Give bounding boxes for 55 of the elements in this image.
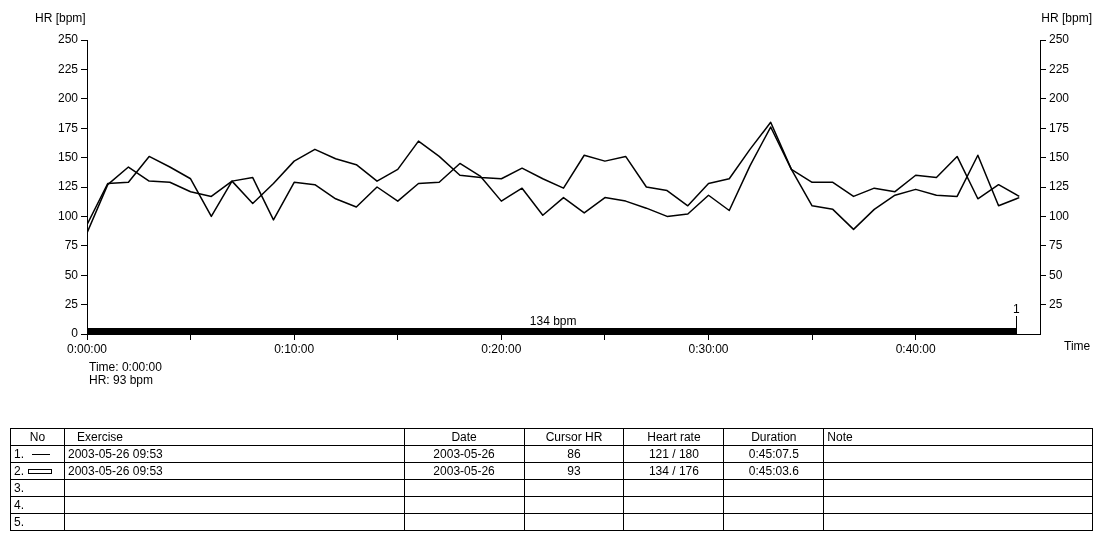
y-tick-label: 125 <box>57 179 79 194</box>
y-tick-label: 25 <box>64 296 79 311</box>
x-tick-label: 0:20:00 <box>481 341 522 356</box>
y-tick-label: 75 <box>64 238 79 253</box>
y2-axis-title: HR [bpm] <box>1041 11 1092 25</box>
y2-tick-label: 250 <box>1049 32 1070 47</box>
text: 0:45:07.5 <box>748 446 799 461</box>
y2-tick-label: 175 <box>1049 120 1070 135</box>
y-tick-label: 225 <box>57 61 79 76</box>
text: Heart rate <box>623 428 724 446</box>
text: 93 <box>567 463 581 478</box>
text: Cursor HR <box>524 428 624 446</box>
x-tick-label: 0:30:00 <box>688 341 729 356</box>
text: 4. <box>14 497 25 512</box>
y-tick-label: 100 <box>57 208 79 223</box>
text: 2003-05-26 <box>433 446 495 461</box>
text: 5. <box>14 514 25 529</box>
y-tick-label: 175 <box>57 120 79 135</box>
y-tick-label: 50 <box>64 267 79 282</box>
text: HR: 93 bpm <box>89 373 154 387</box>
y-tick-label: 0 <box>71 326 79 341</box>
text: 3. <box>14 480 25 495</box>
y2-tick-label: 150 <box>1049 149 1070 164</box>
text: 134 / 176 <box>648 463 699 478</box>
text: 121 / 180 <box>648 446 699 461</box>
y-tick-label: 200 <box>57 91 79 106</box>
x-tick-label: 0:00:00 <box>66 341 108 356</box>
x-axis-title: Time <box>1064 339 1091 353</box>
y2-tick-label: 125 <box>1049 179 1070 194</box>
text: 0:45:03.6 <box>748 463 799 478</box>
x-tick-label: 0:40:00 <box>895 341 937 356</box>
y-tick-label: 250 <box>57 32 79 47</box>
text: 1. <box>14 446 25 461</box>
y2-tick-label: 200 <box>1049 91 1070 106</box>
text: Note <box>823 428 1093 446</box>
text: 2. <box>14 463 25 478</box>
y2-tick-label: 225 <box>1049 61 1070 76</box>
y2-tick-label: 75 <box>1049 238 1063 253</box>
y2-tick-label: 100 <box>1049 208 1070 223</box>
annotation: 1 <box>1012 302 1020 316</box>
text: 2003-05-26 09:53 <box>67 446 163 461</box>
y-tick-label: 150 <box>57 149 79 164</box>
y2-tick-label: 25 <box>1049 296 1063 311</box>
text: Duration <box>723 428 824 446</box>
text: Time: 0:00:00 <box>89 360 163 374</box>
text: 2003-05-26 <box>433 463 495 478</box>
annotation: 134 bpm <box>529 314 577 328</box>
y-axis-title: HR [bpm] <box>35 11 86 25</box>
text: No <box>10 428 65 446</box>
text: Exercise <box>64 428 405 446</box>
text: Date <box>404 428 525 446</box>
x-tick-label: 0:10:00 <box>274 341 315 356</box>
text: 2003-05-26 09:53 <box>67 463 163 478</box>
text: 86 <box>567 446 581 461</box>
y2-tick-label: 50 <box>1049 267 1063 282</box>
